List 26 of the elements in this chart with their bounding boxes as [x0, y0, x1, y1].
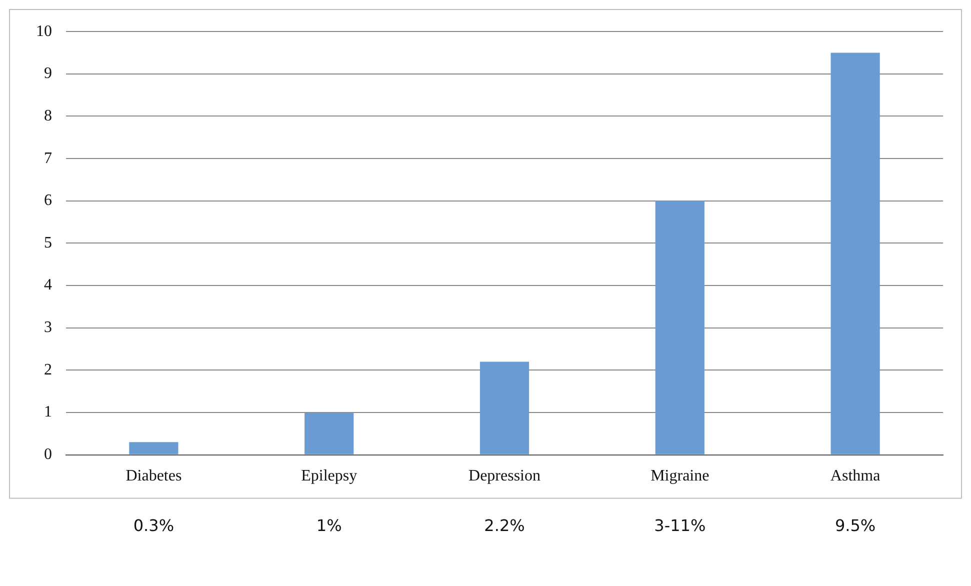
y-tick-label: 3	[44, 319, 52, 336]
y-tick-label: 10	[36, 22, 52, 40]
y-tick-label: 9	[44, 65, 52, 82]
text: 2.2%	[484, 516, 525, 535]
bar	[480, 362, 530, 454]
bar	[129, 442, 178, 454]
y-tick-label: 5	[44, 234, 52, 252]
y-tick-label: 8	[44, 107, 52, 124]
text: 1%	[316, 516, 342, 535]
x-tick-label: Diabetes	[126, 468, 182, 485]
bar	[830, 52, 880, 454]
y-tick-label: 0	[44, 446, 52, 464]
y-tick-label: 6	[44, 192, 52, 210]
text: 3-11%	[654, 516, 706, 535]
bar	[304, 412, 354, 454]
x-tick-label: Epilepsy	[301, 468, 358, 485]
y-tick-label: 4	[44, 276, 52, 294]
x-tick-label: Migraine	[650, 468, 710, 485]
text: 9.5%	[834, 516, 876, 535]
text: 0.3%	[133, 516, 174, 535]
bar	[655, 200, 704, 454]
y-tick-label: 2	[44, 361, 52, 378]
x-tick-label: Depression	[468, 468, 540, 485]
y-tick-label: 7	[44, 150, 52, 167]
x-tick-label: Asthma	[830, 468, 880, 485]
y-tick-label: 1	[44, 404, 52, 421]
